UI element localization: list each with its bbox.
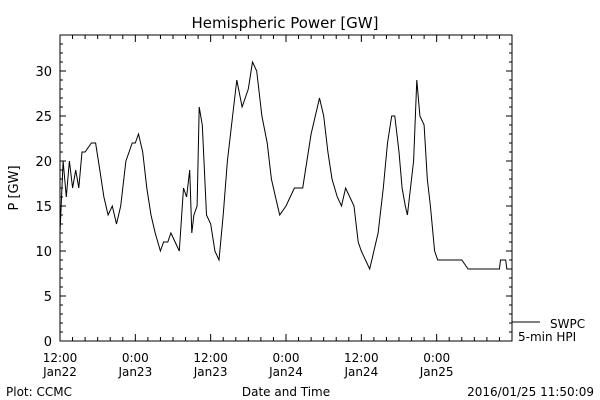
y-tick-label: 20 xyxy=(35,155,52,170)
x-tick-time-label: 0:00 xyxy=(273,351,300,365)
y-tick-label: 10 xyxy=(35,245,52,260)
swpc-power-series-line xyxy=(59,60,512,271)
x-tick-date-label: Jan24 xyxy=(343,365,378,379)
footer-timestamp: 2016/01/25 11:50:09 xyxy=(467,385,594,399)
y-axis: 0 5 10 15 20 25 30 xyxy=(35,34,512,350)
footer-plot-source: Plot: CCMC xyxy=(6,385,72,399)
legend: SWPC 5-min HPI xyxy=(512,317,585,344)
plot-frame xyxy=(59,34,513,342)
y-tick-label: 0 xyxy=(44,335,52,350)
legend-hpi-label: 5-min HPI xyxy=(518,330,576,344)
x-tick-date-label: Jan23 xyxy=(193,365,228,379)
y-tick-label: 15 xyxy=(35,200,52,215)
x-tick-date-label: Jan25 xyxy=(419,365,454,379)
y-tick-label: 30 xyxy=(35,65,52,80)
chart-title: Hemispheric Power [GW] xyxy=(192,14,379,32)
x-tick-date-label: Jan22 xyxy=(42,365,77,379)
y-tick-label: 5 xyxy=(44,290,52,305)
x-axis: 12:00Jan220:00Jan2312:00Jan230:00Jan2412… xyxy=(42,35,513,379)
x-tick-time-label: 12:00 xyxy=(344,351,379,365)
y-tick-label: 25 xyxy=(35,110,52,125)
x-tick-time-label: 12:00 xyxy=(43,351,78,365)
x-tick-time-label: 0:00 xyxy=(122,351,149,365)
x-axis-label: Date and Time xyxy=(242,385,330,399)
x-tick-date-label: Jan24 xyxy=(268,365,303,379)
x-tick-time-label: 0:00 xyxy=(423,351,450,365)
x-tick-date-label: Jan23 xyxy=(117,365,152,379)
legend-swpc-label: SWPC xyxy=(550,317,585,331)
y-axis-label: P [GW] xyxy=(7,165,22,210)
x-tick-time-label: 12:00 xyxy=(193,351,228,365)
